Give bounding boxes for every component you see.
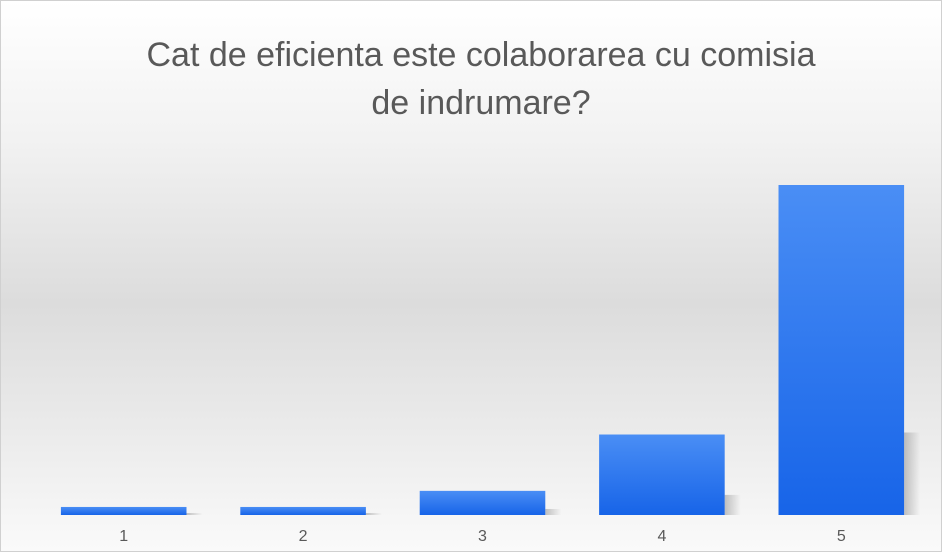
- bar: [419, 490, 546, 515]
- bar: [599, 434, 725, 515]
- bar: [60, 506, 187, 515]
- x-tick-label: 3: [478, 528, 487, 545]
- x-tick-label: 2: [299, 528, 308, 545]
- bar-shadow: [186, 512, 203, 515]
- chart-title: Cat de eficienta este colaborarea cu com…: [146, 36, 816, 122]
- bar-shadow: [545, 508, 562, 515]
- bar-shadow: [904, 432, 921, 515]
- bar: [778, 185, 905, 515]
- bar-shadow: [724, 494, 741, 515]
- x-tick-label: 5: [837, 528, 846, 545]
- bar-shadow: [365, 512, 382, 515]
- bar: [240, 506, 366, 515]
- x-tick-label: 4: [657, 528, 666, 545]
- x-tick-label: 1: [119, 528, 128, 545]
